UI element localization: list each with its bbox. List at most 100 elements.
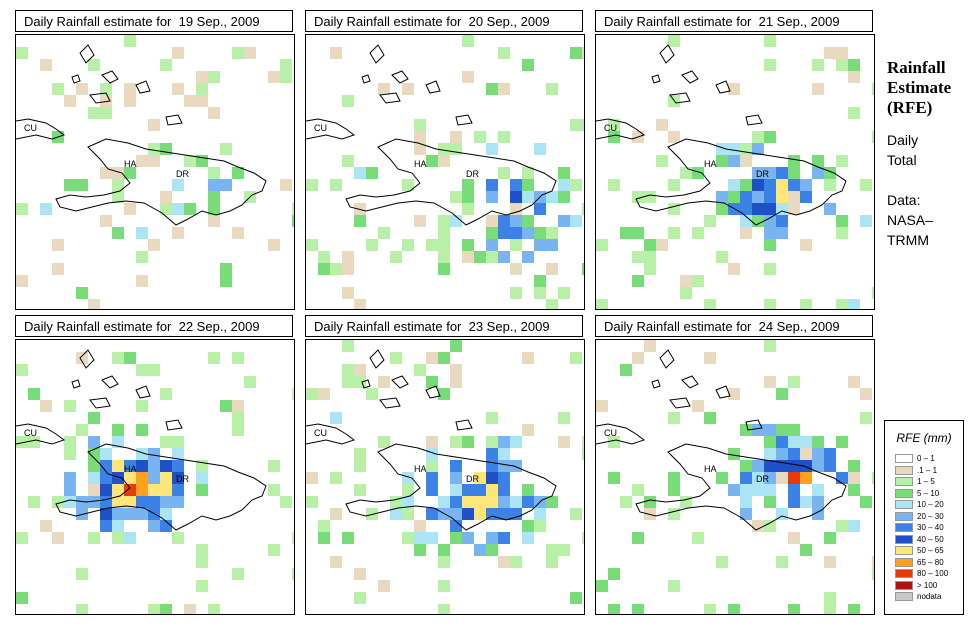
rainfall-cell xyxy=(668,35,680,47)
rainfall-cell xyxy=(450,364,462,376)
rainfall-cell xyxy=(668,412,680,424)
rainfall-grid-svg: CU HA DR xyxy=(306,35,584,309)
rainfall-cell xyxy=(872,131,874,143)
rainfall-map: CU HA DR xyxy=(305,339,585,615)
rainfall-cell xyxy=(438,388,450,400)
rainfall-cell xyxy=(752,424,764,436)
rainfall-cell xyxy=(342,532,354,544)
rainfall-cell xyxy=(160,484,172,496)
rainfall-cell xyxy=(172,460,184,472)
rainfall-cell xyxy=(752,215,764,227)
rainfall-cell xyxy=(88,436,100,448)
rainfall-cell xyxy=(474,251,486,263)
rainfall-cell xyxy=(390,251,402,263)
rainfall-cell xyxy=(510,496,522,508)
legend-label: 30 – 40 xyxy=(917,523,944,532)
legend-item: 10 – 20 xyxy=(895,499,961,510)
rainfall-cell xyxy=(40,203,52,215)
rainfall-cell xyxy=(196,472,208,484)
rainfall-cell xyxy=(486,496,498,508)
rainfall-cell xyxy=(52,263,64,275)
rainfall-cell xyxy=(776,448,788,460)
rainfall-cell xyxy=(438,544,450,556)
country-label-dominican_republic: DR xyxy=(176,169,189,179)
rainfall-cell xyxy=(764,35,776,47)
rainfall-cell xyxy=(680,167,692,179)
legend-label: 5 – 10 xyxy=(917,488,940,498)
rainfall-cell xyxy=(848,484,860,496)
rainfall-cell xyxy=(292,388,294,400)
rainfall-cell xyxy=(788,424,800,436)
rainfall-cell xyxy=(342,263,354,275)
rainfall-cell xyxy=(632,532,644,544)
rainfall-cell xyxy=(498,227,510,239)
rainfall-cell xyxy=(28,388,40,400)
rainfall-cell xyxy=(668,227,680,239)
rainfall-cell xyxy=(632,604,644,614)
rainfall-cell xyxy=(112,436,124,448)
coastline xyxy=(715,80,731,94)
rainfall-cell xyxy=(438,251,450,263)
rainfall-cell xyxy=(486,191,498,203)
legend-title: RFE (mm) xyxy=(896,431,952,445)
rainfall-cell xyxy=(644,191,656,203)
coastline xyxy=(165,114,183,126)
rainfall-cell xyxy=(510,239,522,251)
rainfall-cell xyxy=(776,436,788,448)
legend-swatch xyxy=(895,500,913,509)
rainfall-cell xyxy=(486,215,498,227)
rainfall-cell xyxy=(208,215,220,227)
rainfall-cell xyxy=(136,496,148,508)
coastlines xyxy=(596,44,847,226)
rainfall-cell xyxy=(644,496,656,508)
rainfall-cell xyxy=(570,592,582,604)
rainfall-cell xyxy=(788,604,800,614)
rainfall-cell xyxy=(148,472,160,484)
rainfall-cell xyxy=(848,520,860,532)
rainfall-cell xyxy=(438,263,450,275)
rainfall-cell xyxy=(752,203,764,215)
rainfall-cell xyxy=(148,460,160,472)
rainfall-cell xyxy=(462,484,474,496)
rainfall-cell xyxy=(812,460,824,472)
rainfall-cell xyxy=(76,179,88,191)
rainfall-cell xyxy=(522,496,534,508)
coastline xyxy=(89,397,111,409)
rainfall-cell xyxy=(148,496,160,508)
rainfall-cell xyxy=(196,580,208,592)
rainfall-cell xyxy=(824,460,836,472)
rainfall-cell xyxy=(52,532,64,544)
rainfall-cell xyxy=(704,604,716,614)
coastline xyxy=(135,80,151,94)
coastline xyxy=(165,419,183,431)
rainfall-cell xyxy=(450,520,462,532)
rainfall-cell xyxy=(124,532,136,544)
rainfall-cell xyxy=(414,520,426,532)
rainfall-cell xyxy=(306,388,318,400)
coastline xyxy=(596,118,646,140)
rainfall-cell xyxy=(462,436,474,448)
country-label-dominican_republic: DR xyxy=(176,474,189,484)
rainfall-cell xyxy=(558,412,570,424)
legend-label: 0 – 1 xyxy=(917,454,935,463)
rainfall-cell xyxy=(776,388,788,400)
rainfall-cell xyxy=(680,287,692,299)
rainfall-cell xyxy=(824,592,836,604)
rainfall-cell xyxy=(414,364,426,376)
rainfall-cell xyxy=(100,448,112,460)
rainfall-cell xyxy=(88,412,100,424)
rainfall-cell xyxy=(474,484,486,496)
rainfall-cell xyxy=(366,239,378,251)
rainfall-cell xyxy=(76,287,88,299)
rainfall-cell xyxy=(632,275,644,287)
rainfall-cell xyxy=(136,400,148,412)
rainfall-cell xyxy=(438,239,450,251)
map-panel-2: Daily Rainfall estimate for 20 Sep., 200… xyxy=(305,10,585,310)
rainfall-cell xyxy=(330,556,342,568)
rainfall-cell xyxy=(668,203,680,215)
rainfall-cell xyxy=(220,275,232,287)
country-label-dominican_republic: DR xyxy=(466,474,479,484)
rainfall-cell xyxy=(64,400,76,412)
rainfall-map: CU HA DR xyxy=(595,339,875,615)
rainfall-cell xyxy=(692,167,704,179)
